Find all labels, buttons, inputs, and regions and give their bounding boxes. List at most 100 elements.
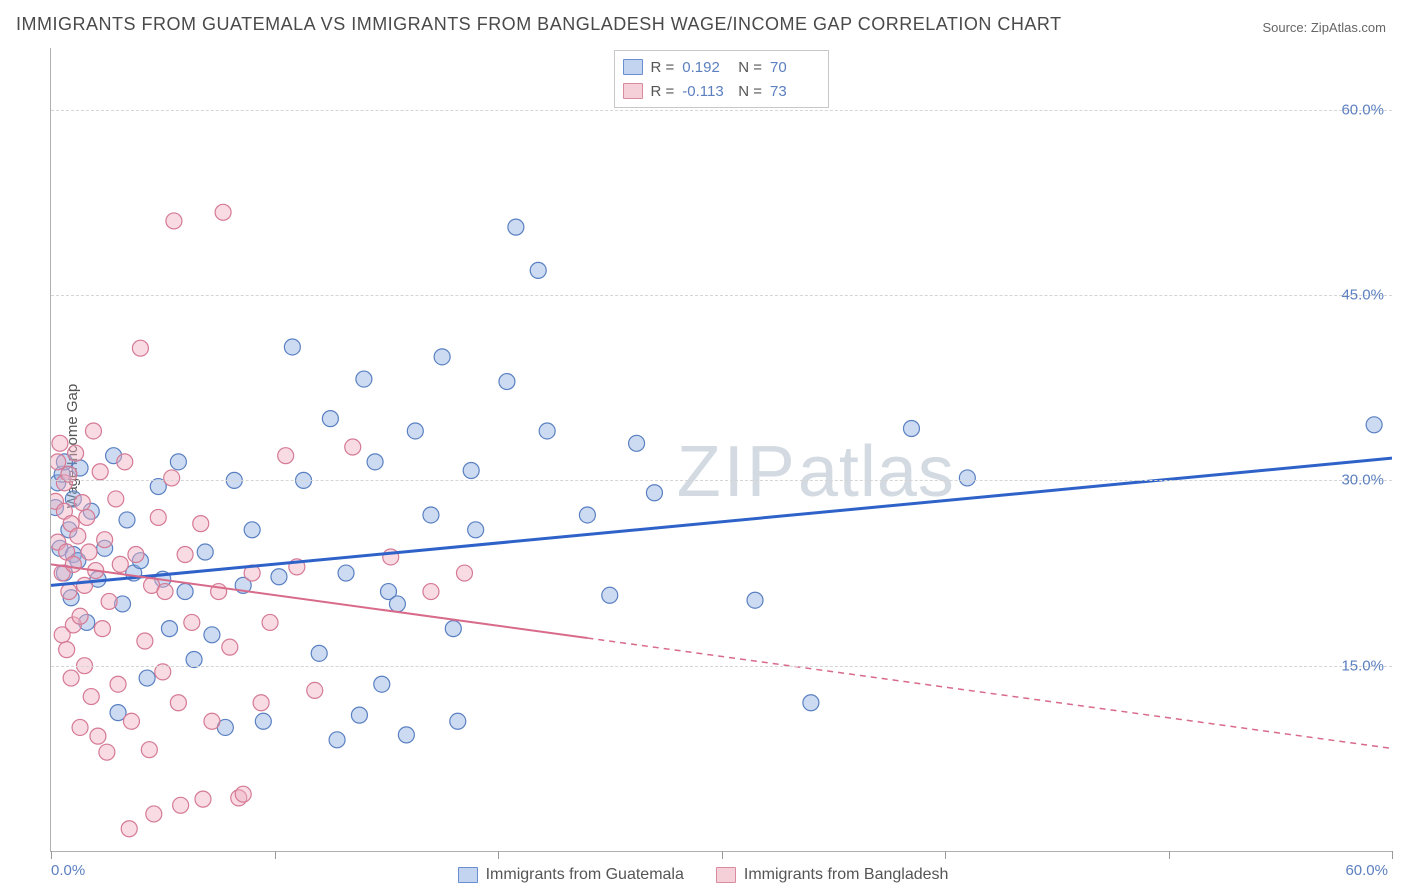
data-point — [132, 340, 148, 356]
swatch-pink-icon — [716, 867, 736, 883]
data-point — [262, 614, 278, 630]
data-point — [117, 454, 133, 470]
data-point — [959, 470, 975, 486]
trendline — [51, 564, 587, 638]
gridline — [51, 110, 1392, 111]
data-point — [157, 584, 173, 600]
legend-label-1: Immigrants from Guatemala — [486, 866, 684, 884]
data-point — [123, 713, 139, 729]
data-point — [445, 621, 461, 637]
data-point — [99, 744, 115, 760]
data-point — [74, 495, 90, 511]
data-point — [90, 728, 106, 744]
data-point — [161, 621, 177, 637]
data-point — [389, 596, 405, 612]
legend-item-2: Immigrants from Bangladesh — [716, 866, 949, 884]
data-point — [79, 509, 95, 525]
x-tick-mark — [1392, 851, 1393, 859]
stats-row-2: R = -0.113 N = 73 — [623, 79, 819, 103]
r-value-2: -0.113 — [682, 83, 730, 100]
data-point — [222, 639, 238, 655]
data-point — [468, 522, 484, 538]
x-tick-mark — [945, 851, 946, 859]
data-point — [508, 219, 524, 235]
data-point — [204, 713, 220, 729]
data-point — [166, 213, 182, 229]
data-point — [72, 719, 88, 735]
data-point — [278, 448, 294, 464]
data-point — [423, 584, 439, 600]
data-point — [184, 614, 200, 630]
r-label-2: R = — [651, 83, 675, 100]
data-point — [137, 633, 153, 649]
chart-svg — [51, 48, 1392, 851]
legend-item-1: Immigrants from Guatemala — [458, 866, 684, 884]
data-point — [398, 727, 414, 743]
y-tick-label: 15.0% — [1341, 657, 1384, 674]
x-tick-mark — [51, 851, 52, 859]
data-point — [83, 689, 99, 705]
data-point — [271, 569, 287, 585]
y-tick-label: 45.0% — [1341, 287, 1384, 304]
data-point — [70, 528, 86, 544]
x-tick-mark — [722, 851, 723, 859]
data-point — [367, 454, 383, 470]
source-name: ZipAtlas.com — [1311, 20, 1386, 35]
y-tick-label: 60.0% — [1341, 101, 1384, 118]
data-point — [195, 791, 211, 807]
n-label-2: N = — [738, 83, 762, 100]
data-point — [173, 797, 189, 813]
data-point — [646, 485, 662, 501]
data-point — [434, 349, 450, 365]
stats-row-1: R = 0.192 N = 70 — [623, 55, 819, 79]
trendline-dashed — [587, 638, 1392, 748]
data-point — [322, 411, 338, 427]
stats-legend: R = 0.192 N = 70 R = -0.113 N = 73 — [614, 50, 830, 108]
data-point — [97, 532, 113, 548]
gridline — [51, 480, 1392, 481]
data-point — [423, 507, 439, 523]
data-point — [81, 544, 97, 560]
swatch-pink-icon — [623, 83, 643, 99]
data-point — [101, 593, 117, 609]
data-point — [539, 423, 555, 439]
data-point — [530, 262, 546, 278]
gridline — [51, 666, 1392, 667]
data-point — [499, 374, 515, 390]
x-tick-mark — [498, 851, 499, 859]
data-point — [170, 454, 186, 470]
n-value-1: 70 — [770, 59, 818, 76]
chart-title: IMMIGRANTS FROM GUATEMALA VS IMMIGRANTS … — [16, 14, 1062, 35]
data-point — [177, 584, 193, 600]
data-point — [59, 642, 75, 658]
n-label-1: N = — [738, 59, 762, 76]
swatch-blue-icon — [623, 59, 643, 75]
data-point — [311, 645, 327, 661]
data-point — [255, 713, 271, 729]
data-point — [903, 420, 919, 436]
gridline — [51, 295, 1392, 296]
data-point — [63, 670, 79, 686]
data-point — [193, 516, 209, 532]
data-point — [128, 547, 144, 563]
data-point — [52, 435, 68, 451]
data-point — [112, 556, 128, 572]
data-point — [121, 821, 137, 837]
data-point — [141, 742, 157, 758]
data-point — [629, 435, 645, 451]
y-tick-label: 30.0% — [1341, 472, 1384, 489]
data-point — [338, 565, 354, 581]
data-point — [85, 423, 101, 439]
data-point — [450, 713, 466, 729]
plot-area: ZIPatlas R = 0.192 N = 70 R = -0.113 N =… — [50, 48, 1392, 852]
data-point — [77, 577, 93, 593]
data-point — [119, 512, 135, 528]
data-point — [284, 339, 300, 355]
source-label: Source: ZipAtlas.com — [1262, 20, 1386, 35]
data-point — [244, 522, 260, 538]
r-value-1: 0.192 — [682, 59, 730, 76]
data-point — [72, 608, 88, 624]
x-tick-mark — [1169, 851, 1170, 859]
data-point — [356, 371, 372, 387]
data-point — [94, 621, 110, 637]
